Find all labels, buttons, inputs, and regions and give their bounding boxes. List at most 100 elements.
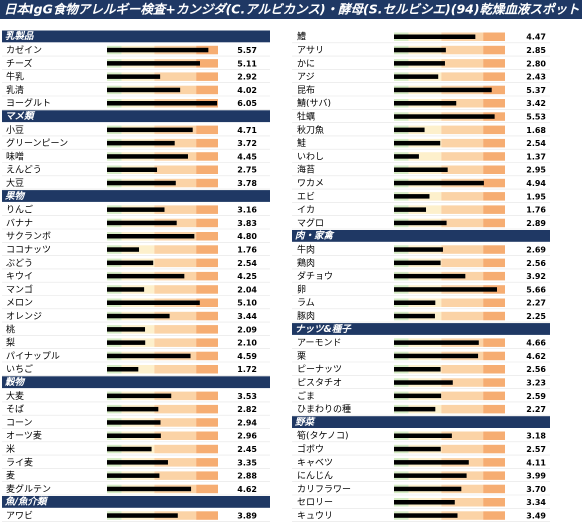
zone [483,338,505,347]
zone [154,205,197,214]
zone [196,165,218,174]
food-label: ライ麦 [6,456,33,468]
section-header [292,323,550,335]
zone [483,365,505,374]
bar [107,486,192,492]
value-label: 3.53 [237,392,257,401]
bar [107,300,200,305]
bar [107,87,181,93]
bar [107,340,146,345]
value-label: 2.27 [526,299,546,308]
zone [441,165,484,174]
bar [107,207,165,212]
bar [394,287,497,292]
zone [196,85,218,95]
zone [483,484,505,494]
value-label: 3.70 [526,485,546,494]
bar [107,220,177,226]
zone [441,258,484,268]
zone [483,165,505,174]
bar [107,61,200,66]
section-title: 野菜 [295,416,317,428]
bar [107,446,152,452]
zone [154,365,197,374]
food-label: かに [297,58,315,69]
value-label: 2.25 [526,312,546,321]
food-label: 大麦 [6,390,24,402]
value-label: 1.72 [237,365,257,374]
food-label: ピーナッツ [297,364,342,375]
bar [107,367,139,372]
value-label: 1.68 [526,126,546,135]
food-label: エビ [297,191,315,202]
bar [107,406,159,412]
zone [483,205,505,214]
value-label: 4.71 [237,126,257,135]
food-label: キウイ [6,271,33,282]
value-label: 2.94 [237,418,257,427]
value-label: 4.47 [526,33,546,42]
food-label: 秋刀魚 [297,124,324,136]
food-label: ワカメ [297,178,324,189]
value-label: 2.96 [237,432,257,441]
zone [483,125,505,135]
zone [196,232,218,241]
bar [107,353,191,359]
bar [394,220,447,226]
value-label: 2.45 [237,445,257,454]
value-label: 5.37 [526,86,546,95]
zone [154,471,197,480]
value-label: 1.76 [526,206,546,215]
zone [196,178,218,188]
zone [483,271,505,281]
value-label: 3.35 [237,458,257,467]
bar [107,273,185,279]
zone [154,138,197,148]
zone [441,378,484,387]
value-label: 2.69 [526,245,546,254]
value-label: 2.75 [237,166,257,175]
zone [441,404,484,414]
bar [394,207,427,212]
bar [107,180,176,186]
value-label: 2.57 [526,445,546,454]
zone [483,444,505,454]
zone [196,205,218,214]
food-label: キャベツ [297,458,333,468]
zone [196,391,218,401]
zone [441,431,484,440]
food-label: ゴボウ [297,443,324,455]
value-label: 2.89 [526,219,546,228]
food-label: セロリー [297,497,333,508]
value-label: 1.76 [237,245,257,254]
zone [483,152,505,161]
value-label: 5.57 [237,46,257,55]
zone [196,444,218,454]
value-label: 3.99 [526,472,546,481]
bar [394,47,446,53]
value-label: 3.34 [526,498,546,507]
value-label: 3.78 [237,179,257,188]
food-label: コーン [6,418,33,428]
bar [394,340,479,345]
food-label: ココナッツ [6,244,51,255]
bar [394,194,430,199]
food-label: ヨーグルト [6,97,51,109]
zone [441,125,484,135]
zone [441,218,484,228]
zone [441,511,484,520]
bar [107,154,188,159]
value-label: 5.66 [526,285,546,294]
zone [483,498,505,507]
food-label: えんどう [6,165,42,176]
bar [394,393,442,399]
food-label: メロン [6,299,33,309]
value-label: 5.11 [237,59,257,68]
zone [441,365,484,374]
food-label: 桃 [6,323,15,335]
bar [394,140,441,146]
food-label: 米 [6,443,15,455]
zone [196,338,218,347]
value-label: 4.62 [237,485,257,494]
zone [483,298,505,307]
